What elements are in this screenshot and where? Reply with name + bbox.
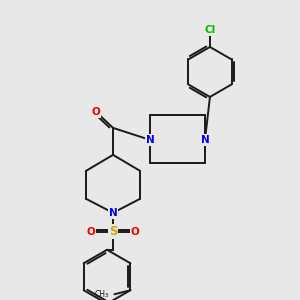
Text: Cl: Cl (204, 25, 216, 35)
Text: S: S (109, 225, 117, 238)
Text: N: N (109, 208, 117, 218)
Text: O: O (87, 227, 95, 237)
Text: N: N (201, 135, 209, 145)
Text: O: O (130, 227, 140, 237)
Text: CH₃: CH₃ (94, 290, 108, 299)
Text: N: N (146, 135, 154, 145)
Text: O: O (92, 107, 100, 117)
